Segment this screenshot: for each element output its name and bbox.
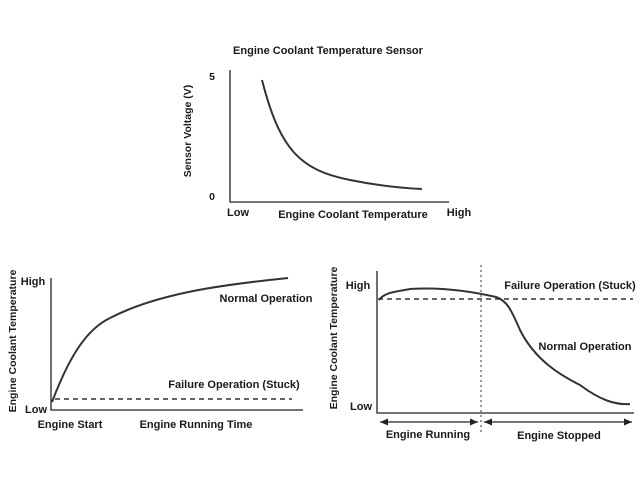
- engine-stopped-left-arrowhead: [484, 418, 492, 426]
- left-y-tick-high: High: [21, 276, 46, 288]
- right-failure-label: Failure Operation (Stuck): [504, 280, 636, 292]
- right-normal-curve: [378, 287, 631, 406]
- top-x-tick-low: Low: [227, 207, 249, 219]
- right-y-tick-low: Low: [350, 401, 372, 413]
- right-y-axis-label: Engine Coolant Temperature: [328, 266, 340, 409]
- top-y-tick-low: 0: [209, 191, 215, 203]
- engine-stop-chart: Engine Coolant Temperature High Low Fail…: [328, 265, 636, 442]
- engine-stopped-right-arrowhead: [624, 418, 632, 426]
- running-time-chart: Engine Coolant Temperature High Low Norm…: [7, 269, 313, 431]
- left-normal-curve: [51, 277, 289, 403]
- top-x-axis-label: Engine Coolant Temperature: [278, 209, 428, 221]
- left-x-start-label: Engine Start: [38, 419, 103, 431]
- top-voltage-curve: [261, 79, 423, 190]
- top-y-axis-label: Sensor Voltage (V): [182, 85, 194, 178]
- engine-running-right-arrowhead: [470, 418, 478, 426]
- engine-stopped-label: Engine Stopped: [517, 430, 601, 442]
- right-axes: [376, 271, 634, 414]
- left-failure-label: Failure Operation (Stuck): [168, 379, 300, 391]
- top-x-tick-high: High: [447, 207, 472, 219]
- top-chart-title: Engine Coolant Temperature Sensor: [233, 45, 424, 57]
- left-x-axis-label: Engine Running Time: [140, 419, 253, 431]
- right-y-tick-high: High: [346, 280, 371, 292]
- left-y-tick-low: Low: [25, 404, 47, 416]
- left-y-axis-label: Engine Coolant Temperature: [7, 269, 19, 412]
- engine-running-left-arrowhead: [380, 418, 388, 426]
- top-axes: [229, 70, 449, 203]
- engine-running-label: Engine Running: [386, 429, 470, 441]
- top-y-tick-high: 5: [209, 71, 215, 83]
- sensor-voltage-chart: Engine Coolant Temperature Sensor Sensor…: [182, 45, 471, 221]
- left-axes: [50, 278, 303, 411]
- left-normal-label: Normal Operation: [220, 293, 313, 305]
- right-normal-label: Normal Operation: [539, 341, 632, 353]
